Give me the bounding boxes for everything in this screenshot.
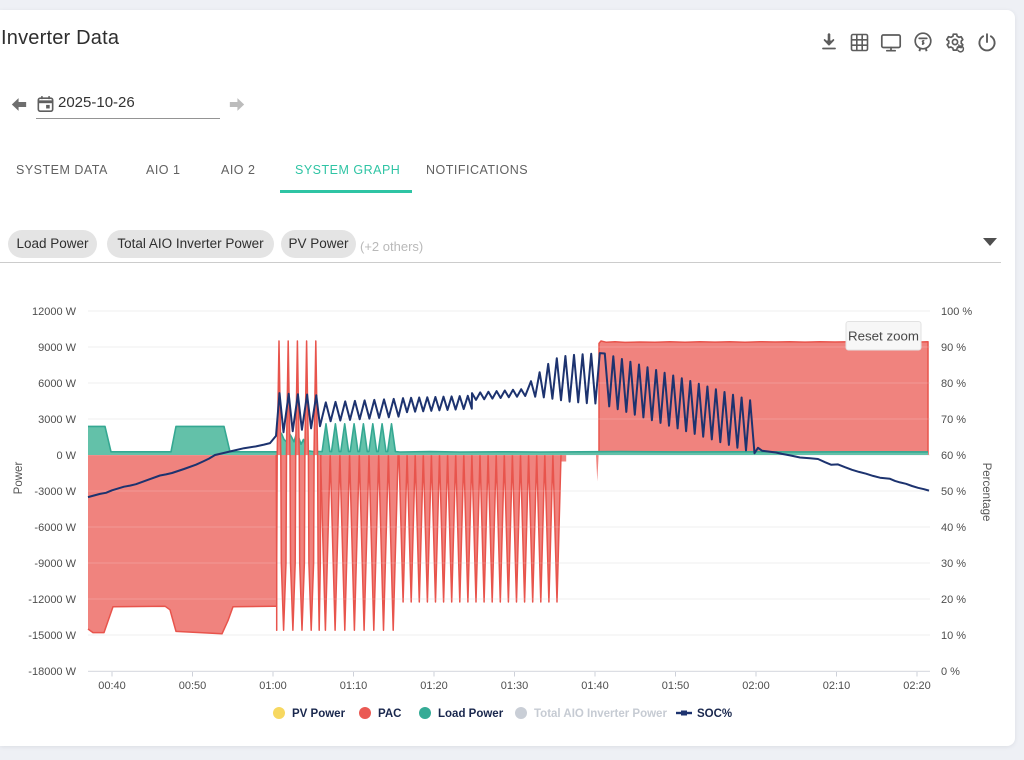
svg-text:-6000 W: -6000 W [34,522,76,534]
svg-text:02:10: 02:10 [823,680,851,692]
svg-text:-15000 W: -15000 W [28,630,76,642]
svg-text:Total AIO Inverter Power: Total AIO Inverter Power [534,708,667,720]
svg-text:70 %: 70 % [941,414,966,426]
svg-text:-3000 W: -3000 W [34,486,76,498]
svg-text:02:00: 02:00 [742,680,770,692]
svg-text:0 W: 0 W [56,450,76,462]
svg-text:01:50: 01:50 [662,680,690,692]
svg-text:01:20: 01:20 [420,680,448,692]
svg-text:10 %: 10 % [941,630,966,642]
svg-text:90 %: 90 % [941,342,966,354]
svg-text:PAC: PAC [378,708,401,720]
svg-text:Percentage: Percentage [980,463,992,522]
svg-text:60 %: 60 % [941,450,966,462]
svg-text:Power: Power [13,462,25,495]
svg-text:PV Power: PV Power [292,708,346,720]
svg-text:-9000 W: -9000 W [34,558,76,570]
svg-text:-18000 W: -18000 W [28,666,76,678]
svg-text:40 %: 40 % [941,522,966,534]
svg-text:02:20: 02:20 [903,680,931,692]
svg-text:30 %: 30 % [941,558,966,570]
svg-text:100 %: 100 % [941,306,972,318]
svg-text:01:30: 01:30 [501,680,529,692]
svg-text:01:00: 01:00 [259,680,287,692]
svg-text:0 %: 0 % [941,666,960,678]
svg-text:12000 W: 12000 W [32,306,77,318]
svg-text:Load Power: Load Power [438,708,504,720]
svg-text:Reset zoom: Reset zoom [848,329,919,344]
svg-text:01:10: 01:10 [340,680,368,692]
svg-text:20 %: 20 % [941,594,966,606]
svg-text:6000 W: 6000 W [38,378,77,390]
svg-text:00:40: 00:40 [98,680,126,692]
svg-text:01:40: 01:40 [581,680,609,692]
svg-text:00:50: 00:50 [179,680,207,692]
svg-text:50 %: 50 % [941,486,966,498]
svg-text:-12000 W: -12000 W [28,594,76,606]
svg-text:3000 W: 3000 W [38,414,77,426]
svg-text:SOC%: SOC% [697,708,732,720]
svg-text:9000 W: 9000 W [38,342,77,354]
svg-text:80 %: 80 % [941,378,966,390]
